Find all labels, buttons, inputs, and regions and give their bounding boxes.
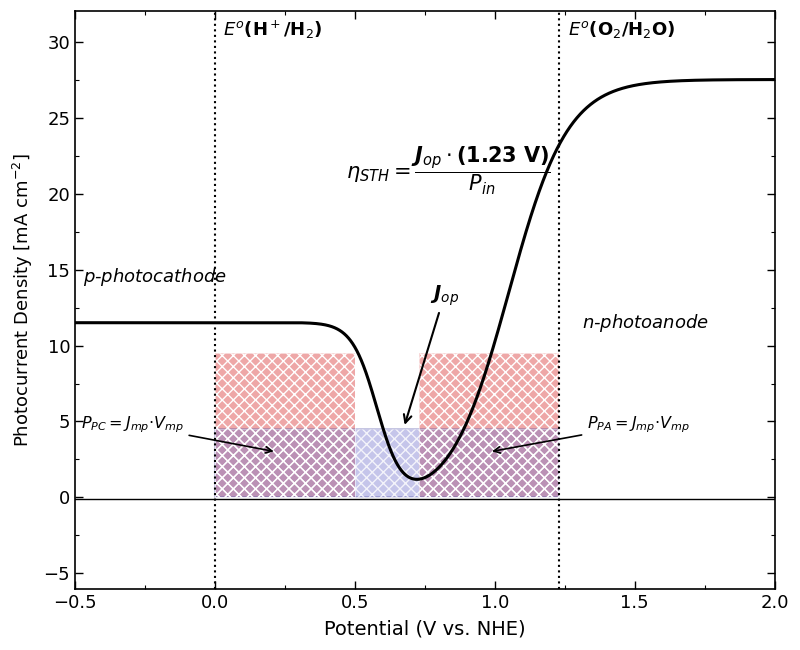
Bar <box>215 429 559 497</box>
Bar <box>215 353 355 497</box>
Text: $p$-photocathode: $p$-photocathode <box>83 266 227 289</box>
Text: $n$-photoanode: $n$-photoanode <box>582 312 709 334</box>
Bar <box>215 353 355 497</box>
Text: $\boldsymbol{E^o}$(O$_2$/H$_2$O): $\boldsymbol{E^o}$(O$_2$/H$_2$O) <box>567 19 675 40</box>
Text: $P_{PC}=J_{mp}{\cdot}V_{mp}$: $P_{PC}=J_{mp}{\cdot}V_{mp}$ <box>81 414 272 453</box>
X-axis label: Potential (V vs. NHE): Potential (V vs. NHE) <box>324 620 526 639</box>
Text: $\boldsymbol{E^o}$(H$^+$/H$_2$): $\boldsymbol{E^o}$(H$^+$/H$_2$) <box>223 19 322 41</box>
Bar <box>419 353 559 497</box>
Y-axis label: Photocurrent Density [mA cm$^{-2}$]: Photocurrent Density [mA cm$^{-2}$] <box>11 153 35 447</box>
Text: $\boldsymbol{J}_{op}$: $\boldsymbol{J}_{op}$ <box>404 283 459 422</box>
Bar <box>419 353 559 497</box>
Bar <box>215 429 559 497</box>
Text: $\eta_{STH}=\dfrac{\boldsymbol{J}_{op}\cdot\mathbf{(1.23\ V)}}{P_{in}}$: $\eta_{STH}=\dfrac{\boldsymbol{J}_{op}\c… <box>346 144 551 197</box>
Text: $P_{PA}=J_{mp}{\cdot}V_{mp}$: $P_{PA}=J_{mp}{\cdot}V_{mp}$ <box>494 414 690 453</box>
